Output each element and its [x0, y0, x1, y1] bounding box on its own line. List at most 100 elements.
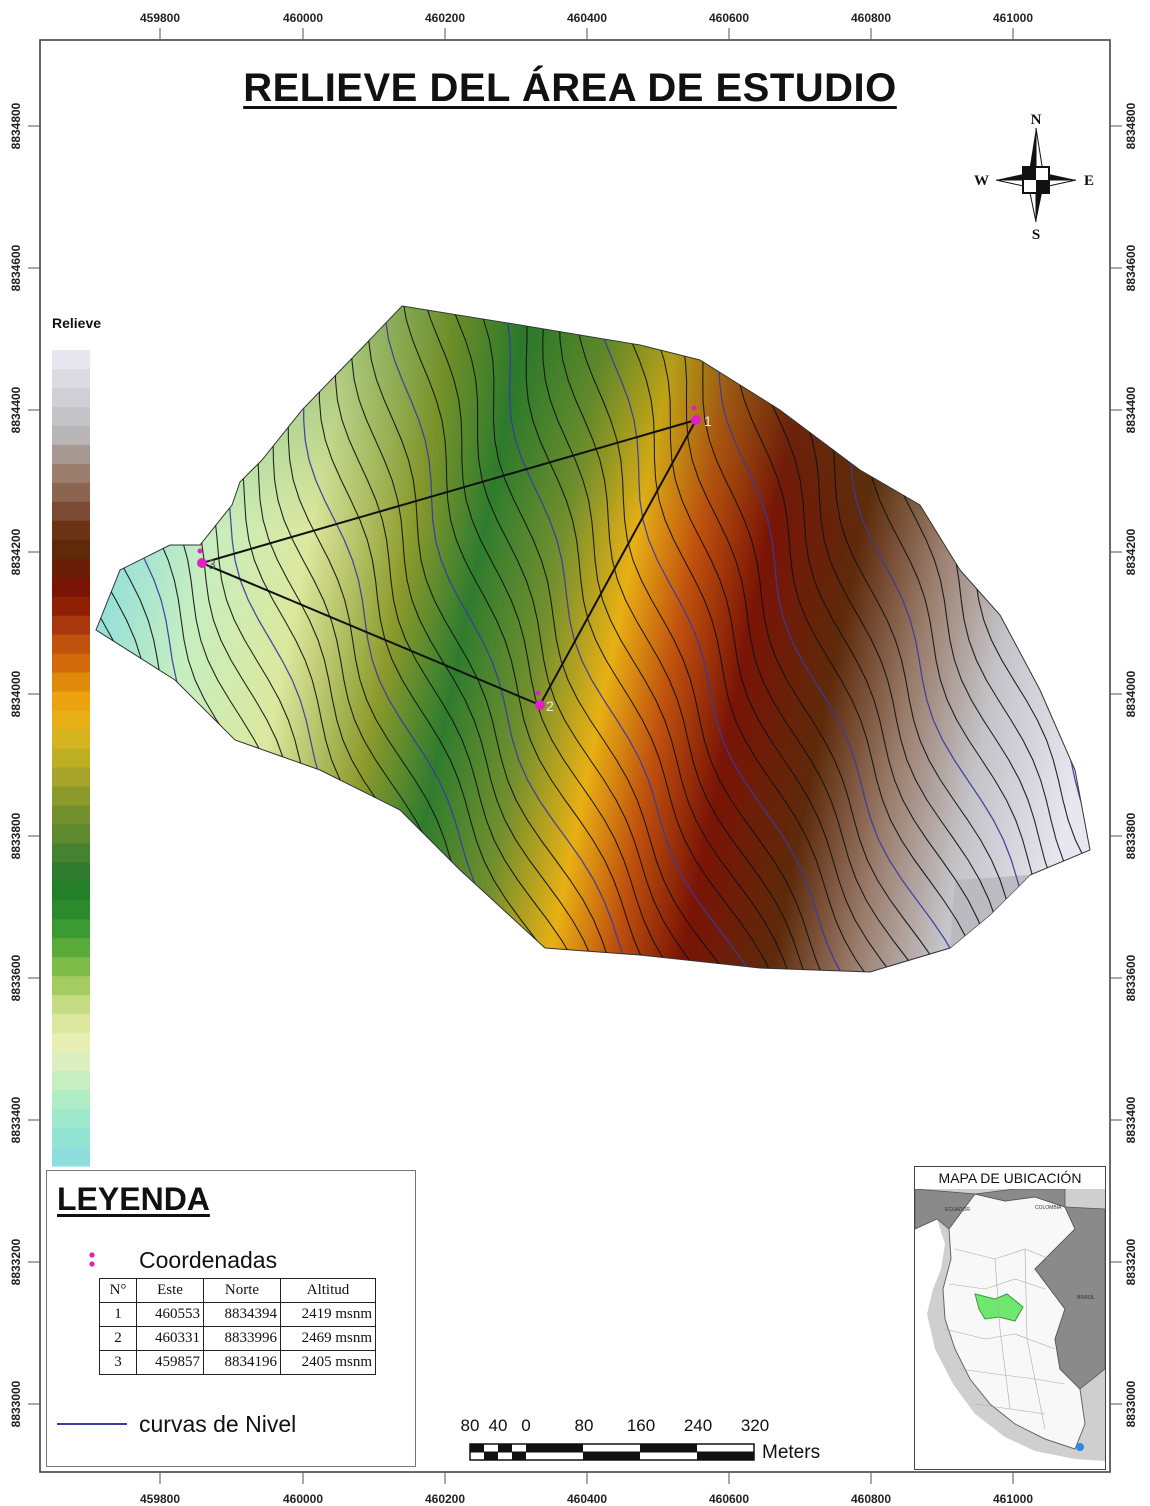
colorbar-swatch [52, 406, 90, 427]
contour-line [494, 306, 755, 972]
colorbar-swatch [52, 843, 90, 863]
scale-label: 160 [626, 1416, 656, 1435]
table-row: 3 459857 8834196 2405 msnm [99, 1350, 376, 1375]
cell-altitud: 2405 msnm [280, 1350, 376, 1375]
colorbar-swatch [52, 691, 90, 712]
colorbar-swatch [52, 1109, 90, 1129]
contour-line [711, 306, 967, 972]
contour-line [467, 306, 732, 972]
x-tick-label: 460600 [709, 1492, 749, 1506]
colorbar-swatch [52, 482, 90, 503]
colorbar-swatch [52, 900, 90, 920]
colorbar-swatch [52, 1090, 90, 1110]
x-tick-label: 460800 [851, 1492, 891, 1506]
colorbar-swatch [52, 1033, 90, 1053]
colorbar-swatch [52, 957, 90, 977]
scale-label: 0 [521, 1416, 531, 1435]
relief-colorbar [52, 350, 90, 1167]
north-arrow-icon: N S E W [974, 112, 1094, 243]
y-tick-label: 8834800 [1124, 102, 1138, 149]
colorbar-swatch [52, 368, 90, 389]
inset-title: MAPA DE UBICACIÓN [915, 1167, 1105, 1190]
scale-label: 320 [740, 1416, 770, 1435]
contour-line-symbol [57, 1423, 127, 1425]
x-tick-label: 459800 [140, 1492, 180, 1506]
colorbar-swatch [52, 387, 90, 408]
colorbar-swatch [52, 653, 90, 674]
south-label: S [1032, 227, 1040, 243]
colorbar-swatch [52, 824, 90, 844]
x-tick-label: 460400 [567, 1492, 607, 1506]
cell-este: 460331 [136, 1326, 204, 1351]
cell-norte: 8834196 [203, 1350, 281, 1375]
colorbar-swatch [52, 1071, 90, 1091]
scale-unit-label: Meters [762, 1442, 821, 1463]
colorbar-swatch [52, 805, 90, 826]
east-label: E [1084, 173, 1094, 189]
scale-label: 80 [460, 1416, 480, 1435]
colorbar-swatch [52, 862, 90, 882]
point-2-label: 2 [546, 698, 554, 714]
cell-n: 3 [99, 1350, 137, 1375]
contour-line [592, 306, 846, 972]
y-tick-label: 8834600 [9, 244, 23, 291]
point-3-marker: 3 [197, 548, 216, 572]
colorbar-swatch [52, 938, 90, 958]
scale-label: 40 [488, 1416, 508, 1435]
scale-label: 80 [574, 1416, 594, 1435]
y-tick-label: 8833400 [9, 1096, 23, 1143]
colorbar-swatch [52, 786, 90, 807]
y-tick-label: 8833800 [1124, 812, 1138, 859]
cell-n: 2 [99, 1326, 137, 1351]
contour-line [685, 306, 947, 972]
colorbar-swatch [52, 577, 90, 598]
point-triangle [199, 419, 697, 707]
cell-n: 1 [99, 1302, 137, 1327]
x-tick-label: 459800 [140, 11, 180, 25]
coordinates-label: Coordenadas [139, 1247, 278, 1273]
colorbar-swatch [52, 976, 90, 996]
header-altitud: Altitud [280, 1278, 376, 1303]
colorbar-swatch [52, 444, 90, 465]
coordinates-table: N° Este Norte Altitud 1 460553 8834394 2… [99, 1278, 376, 1375]
cell-norte: 8833996 [203, 1326, 281, 1351]
y-tick-label: 8834400 [9, 386, 23, 433]
colorbar-swatch [52, 501, 90, 522]
colorbar-swatch [52, 539, 90, 560]
y-tick-label: 8833000 [1124, 1380, 1138, 1427]
contour-line [519, 306, 775, 972]
contour-line [302, 306, 564, 972]
header-este: Este [136, 1278, 204, 1303]
table-row: 2 460331 8833996 2469 msnm [99, 1326, 376, 1351]
coordinate-point-icon [89, 1252, 95, 1267]
colorbar-swatch [52, 672, 90, 693]
relief-terrain [95, 305, 1091, 973]
x-tick-label: 460000 [283, 1492, 323, 1506]
map-frame [39, 39, 1111, 1473]
coordinate-grid: 459800 459800 460000 460000 460200 460200 4604… [9, 11, 1138, 1506]
point-2-marker: 2 [535, 690, 554, 714]
colorbar-swatch [52, 596, 90, 617]
contour-line [328, 306, 584, 972]
contour-line [401, 306, 655, 972]
x-tick-label: 460600 [709, 11, 749, 25]
inset-label-ecuador: ECUADOR [945, 1207, 970, 1213]
cell-altitud: 2469 msnm [280, 1326, 376, 1351]
x-tick-label: 460400 [567, 11, 607, 25]
scale-labels: 80 40 0 80 160 240 320 [460, 1416, 780, 1436]
y-tick-label: 8833800 [9, 812, 23, 859]
y-tick-label: 8833200 [1124, 1238, 1138, 1285]
y-tick-label: 8834200 [1124, 528, 1138, 575]
colorbar-swatch [52, 1052, 90, 1072]
colorbar-swatch [52, 1147, 90, 1167]
colorbar-swatch [52, 520, 90, 541]
colorbar-swatch [52, 463, 90, 484]
header-n: N° [99, 1278, 137, 1303]
colorbar-swatch [52, 710, 90, 731]
contour-line [384, 306, 634, 972]
colorbar-swatch [52, 558, 90, 579]
point-1-label: 1 [704, 413, 712, 429]
contour-line [633, 306, 897, 972]
cell-este: 459857 [136, 1350, 204, 1375]
table-row: 1 460553 8834394 2419 msnm [99, 1302, 376, 1327]
